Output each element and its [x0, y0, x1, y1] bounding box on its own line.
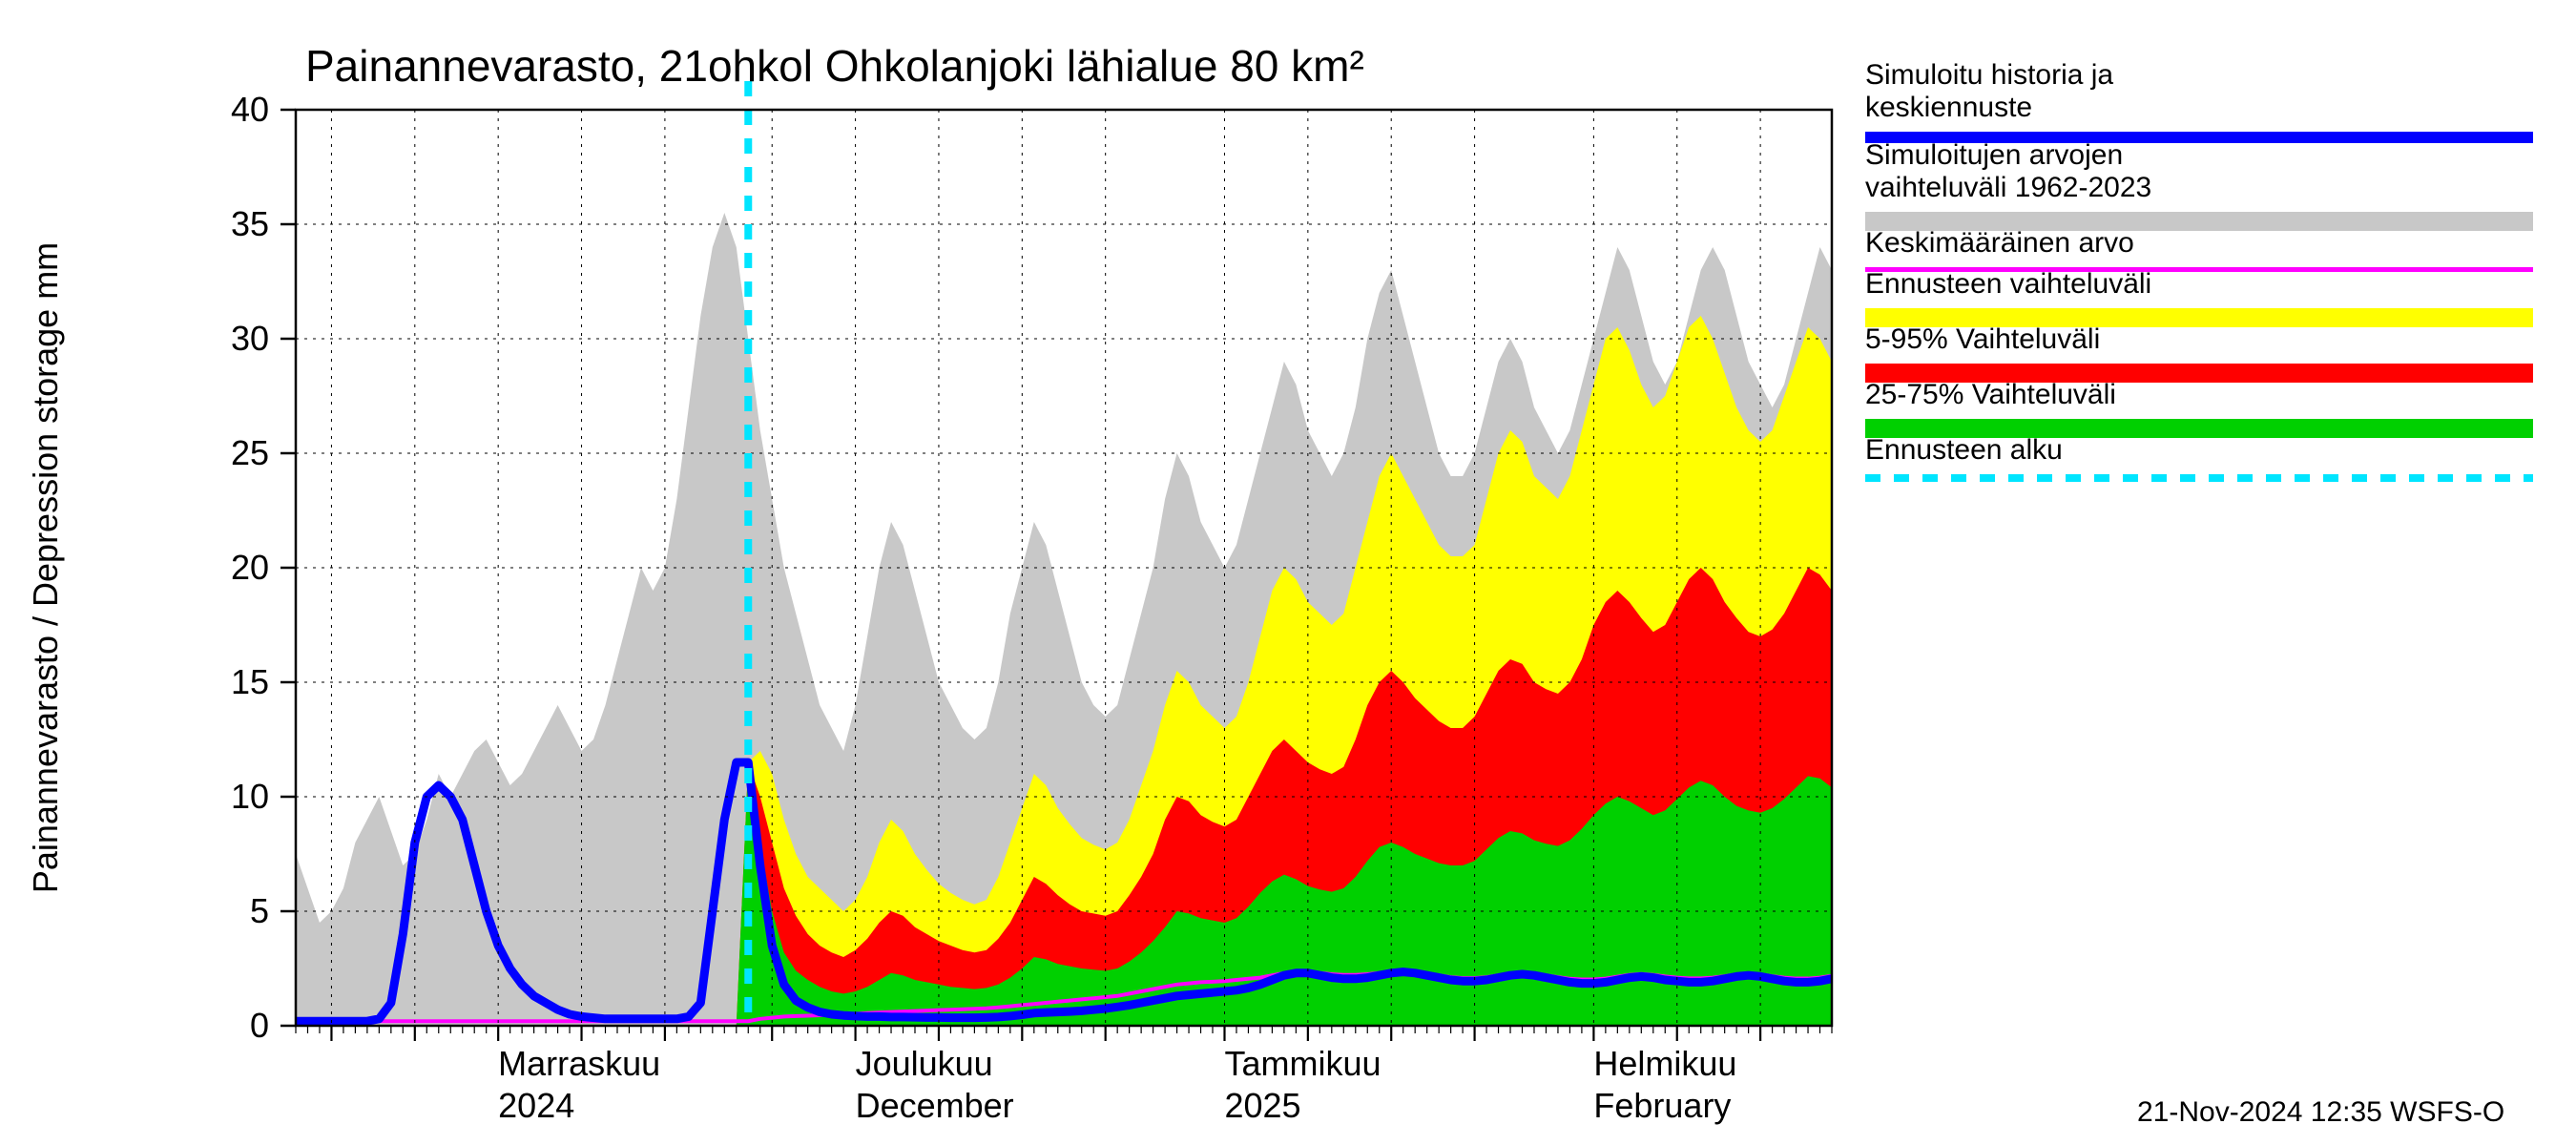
y-tick-label: 35: [231, 204, 269, 243]
chart-footer: 21-Nov-2024 12:35 WSFS-O: [2137, 1096, 2504, 1128]
y-tick-label: 15: [231, 662, 269, 701]
legend-label: Keskimääräinen arvo: [1865, 227, 2134, 259]
legend-label: Simuloitu historia ja: [1865, 59, 2113, 91]
legend-label: vaihteluväli 1962-2023: [1865, 172, 2151, 203]
chart-title: Painannevarasto, 21ohkol Ohkolanjoki läh…: [305, 41, 1364, 91]
legend-label: Simuloitujen arvojen: [1865, 139, 2123, 171]
legend-label: Ennusteen alku: [1865, 434, 2063, 466]
y-tick-label: 25: [231, 433, 269, 472]
legend-label: keskiennuste: [1865, 92, 2032, 123]
depression-storage-chart: 0510152025303540Marraskuu2024JoulukuuDec…: [0, 0, 2576, 1145]
y-tick-label: 30: [231, 319, 269, 358]
y-tick-label: 0: [250, 1006, 269, 1045]
month-label-bottom: 2025: [1224, 1086, 1300, 1125]
y-axis-label: Painannevarasto / Depression storage mm: [26, 242, 65, 893]
y-tick-label: 20: [231, 548, 269, 587]
month-label-bottom: December: [856, 1086, 1014, 1125]
legend-label: Ennusteen vaihteluväli: [1865, 268, 2151, 300]
legend-label: 5-95% Vaihteluväli: [1865, 323, 2100, 355]
month-label-bottom: February: [1593, 1086, 1731, 1125]
y-tick-label: 5: [250, 891, 269, 930]
month-label-top: Helmikuu: [1593, 1044, 1736, 1083]
y-tick-label: 40: [231, 90, 269, 129]
y-tick-label: 10: [231, 777, 269, 816]
month-label-top: Marraskuu: [498, 1044, 660, 1083]
month-label-top: Tammikuu: [1224, 1044, 1381, 1083]
month-label-top: Joulukuu: [856, 1044, 993, 1083]
month-label-bottom: 2024: [498, 1086, 574, 1125]
legend-label: 25-75% Vaihteluväli: [1865, 379, 2116, 410]
